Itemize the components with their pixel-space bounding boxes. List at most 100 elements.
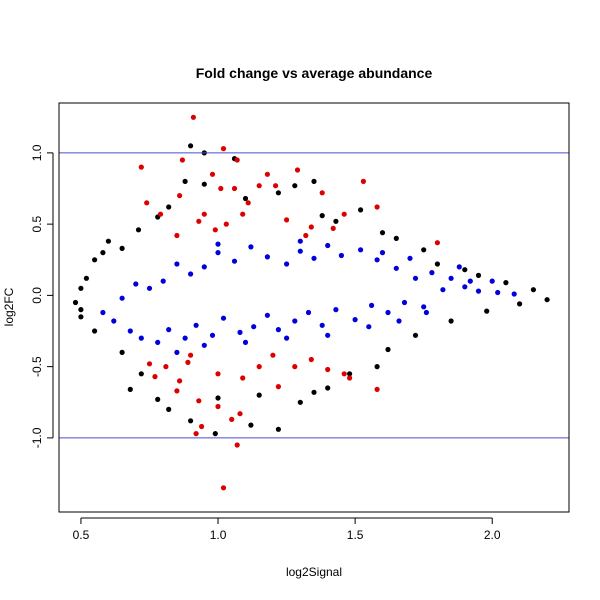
data-point [294,167,301,173]
data-point [193,322,199,328]
point-series [100,238,517,355]
point-series [138,114,440,491]
data-point [369,302,375,308]
data-point [78,314,84,320]
data-point [393,265,399,271]
data-point [303,232,309,239]
data-point [264,312,270,318]
data-point [374,364,380,370]
data-point [530,287,537,293]
data-point [275,190,281,196]
data-point [352,317,358,323]
data-point [412,275,419,281]
data-point [201,342,207,348]
data-point [292,364,298,370]
data-point [185,359,191,365]
data-point [358,247,364,253]
point-series [72,143,550,437]
data-point [231,185,238,192]
data-point [275,384,281,390]
data-point [325,385,331,391]
data-point [412,332,419,338]
data-point [240,211,246,217]
data-point [105,238,111,244]
data-point [72,299,79,306]
data-point [319,213,325,219]
x-tick-label: 1.5 [347,528,364,542]
data-point [421,247,427,253]
data-point [220,146,227,152]
data-point [215,250,221,256]
data-point [440,287,446,293]
data-point [308,356,314,363]
data-point [196,398,202,404]
data-point [166,204,172,210]
data-point [347,375,353,381]
data-point [434,240,440,246]
data-point [212,431,218,437]
data-point [374,257,380,263]
data-point [484,308,490,314]
data-point [503,280,509,286]
data-point [182,335,188,341]
y-tick-label: 1.0 [30,144,44,161]
data-point [347,371,353,377]
data-point [201,264,207,270]
data-point [177,193,183,199]
data-point [218,185,224,192]
data-point [155,339,161,345]
data-point [448,318,454,324]
data-point [166,327,172,333]
data-point [163,364,169,370]
data-point [544,297,550,303]
data-point [396,318,402,324]
data-point [199,423,205,430]
data-point [325,366,331,373]
data-point [201,181,207,187]
data-point [421,304,427,310]
data-point [237,329,243,335]
data-point [325,332,331,338]
x-tick-label: 2.0 [484,528,501,542]
data-point [127,328,133,334]
data-point [495,289,501,296]
data-point [146,285,153,291]
data-point [311,178,317,184]
data-point [338,252,344,259]
data-point [330,225,336,231]
data-point [179,157,185,163]
scatter-points [72,114,550,491]
data-point [209,332,216,338]
data-point [111,318,117,324]
data-point [256,183,262,189]
y-tick-label: 0.0 [30,287,44,304]
data-point [393,235,399,241]
data-point [358,207,364,213]
data-point [209,171,216,177]
data-point [78,285,84,291]
reference-lines [59,152,569,439]
data-point [229,416,235,422]
data-point [220,315,227,321]
x-axis-label: log2Signal [286,565,342,579]
data-point [215,403,221,410]
data-point [234,442,240,448]
data-point [305,309,312,316]
chart-title: Fold change vs average abundance [196,65,433,81]
data-point [119,245,125,251]
data-point [100,250,106,256]
data-point [311,389,317,395]
data-point [333,307,339,313]
data-point [92,328,98,334]
data-point [273,183,279,189]
data-point [174,261,180,267]
data-point [256,364,262,370]
data-point [119,295,125,301]
data-point [174,232,180,239]
data-point [174,388,180,394]
data-point [160,278,166,284]
data-point [462,267,468,273]
data-point [308,224,314,230]
data-point [234,157,240,163]
y-tick-label: -0.5 [30,356,44,377]
